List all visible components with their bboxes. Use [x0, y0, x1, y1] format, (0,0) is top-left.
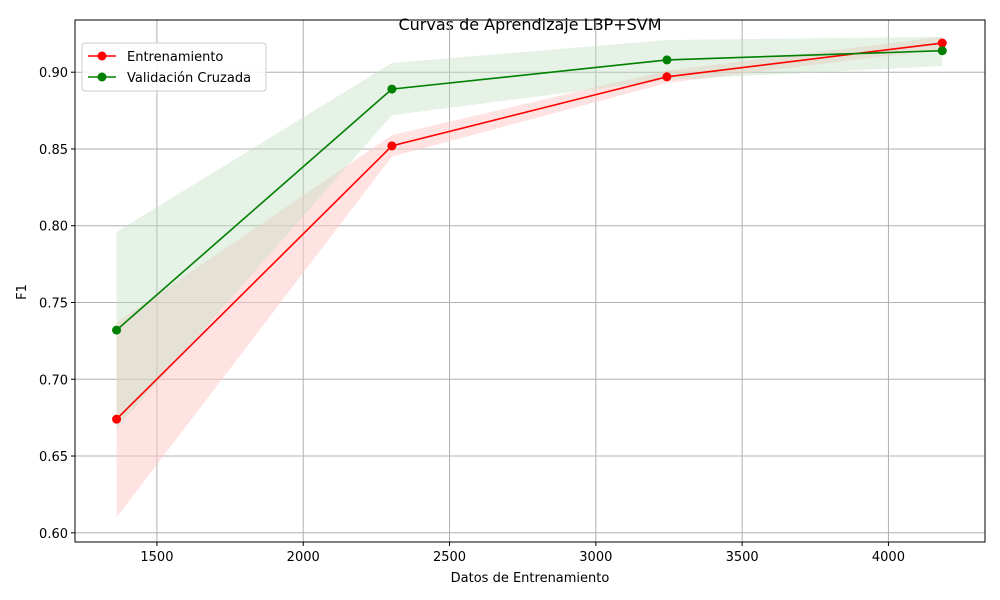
y-tick-label: 0.75 [39, 296, 68, 311]
plot-frame [74, 19, 986, 543]
data-point [662, 55, 672, 65]
data-point [937, 38, 947, 48]
data-point [112, 325, 122, 335]
grid-lines [75, 20, 985, 542]
x-tick-label: 1500 [140, 550, 173, 565]
data-point [112, 414, 122, 424]
x-axis-ticks: 1500 2000 2500 3000 3500 4000 [140, 542, 905, 565]
legend-box [81, 42, 267, 92]
legend-label: Validación Cruzada [127, 71, 251, 86]
y-tick-label: 0.80 [39, 220, 68, 235]
y-axis-ticks: 0.60 0.65 0.70 0.75 0.80 0.85 0.90 [39, 66, 75, 542]
legend: Entrenamiento Validación Cruzada [81, 42, 267, 92]
x-tick-label: 4000 [872, 550, 905, 565]
series-line-validation [116, 49, 943, 331]
std-bands [116, 36, 943, 518]
data-point [937, 46, 947, 56]
y-axis-label: F1 [15, 284, 30, 300]
std-band-validation [116, 36, 943, 429]
y-tick-label: 0.60 [39, 527, 68, 542]
y-tick-label: 0.65 [39, 450, 68, 465]
legend-marker [97, 72, 107, 82]
legend-label: Entrenamiento [127, 50, 223, 65]
x-tick-label: 3500 [726, 550, 759, 565]
series-points [112, 38, 947, 424]
x-tick-label: 2000 [287, 550, 320, 565]
std-band-training [116, 36, 943, 518]
series-lines [115, 42, 943, 420]
x-tick-label: 2500 [433, 550, 466, 565]
y-tick-label: 0.85 [39, 143, 68, 158]
y-tick-label: 0.90 [39, 66, 68, 81]
x-tick-label: 3000 [579, 550, 612, 565]
chart-title: Curvas de Aprendizaje LBP+SVM [398, 15, 661, 34]
series-line-training [115, 42, 943, 420]
data-point [387, 84, 397, 94]
data-point [387, 141, 397, 151]
data-point [662, 72, 672, 82]
x-axis-label: Datos de Entrenamiento [451, 571, 610, 586]
y-tick-label: 0.70 [39, 373, 68, 388]
legend-marker [97, 51, 107, 61]
